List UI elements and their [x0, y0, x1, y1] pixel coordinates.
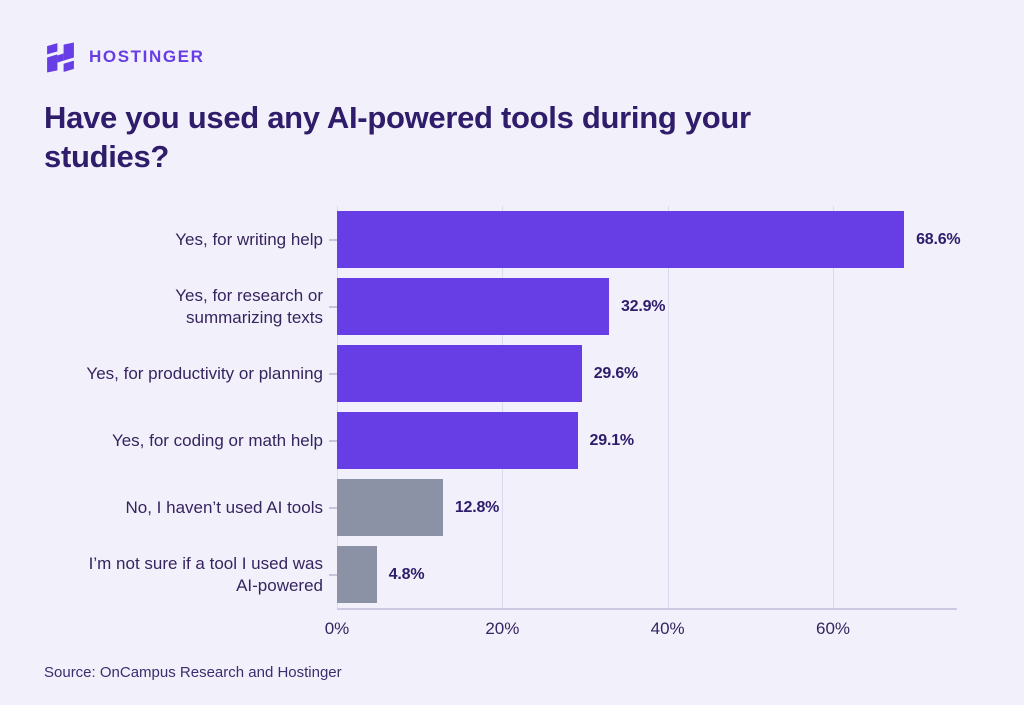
bar-row: Yes, for writing help 68.6% — [44, 206, 961, 273]
x-tick-label: 0% — [324, 619, 350, 639]
x-tick-label: 20% — [485, 619, 520, 639]
infographic-root: HOSTINGER Have you used any AI-powered t… — [44, 40, 1024, 682]
category-label: Yes, for research or summarizing texts — [175, 286, 323, 327]
bar-row: Yes, for productivity or planning 29.6% — [44, 340, 957, 407]
bar-row: Yes, for coding or math help 29.1% — [44, 407, 957, 474]
category-label-cell: Yes, for coding or math help — [44, 407, 337, 474]
category-label-cell: Yes, for writing help — [44, 206, 337, 273]
category-tick — [329, 506, 337, 509]
chart-title: Have you used any AI-powered tools durin… — [44, 100, 751, 175]
category-label-cell: Yes, for productivity or planning — [44, 340, 337, 407]
x-tick-label: 40% — [650, 619, 685, 639]
hostinger-logo-icon — [47, 42, 74, 72]
value-label: 12.8% — [454, 498, 500, 516]
category-tick — [329, 573, 337, 576]
bar — [337, 345, 582, 403]
bar-rows: Yes, for writing help 68.6% Yes, for resea… — [44, 206, 961, 608]
bar — [337, 278, 609, 336]
value-label: 68.6% — [916, 230, 961, 248]
bar-cell: 29.1% — [337, 407, 957, 474]
bar-row: I’m not sure if a tool I used was AI-pow… — [44, 541, 957, 608]
bar — [337, 412, 578, 470]
category-label-cell: I’m not sure if a tool I used was AI-pow… — [44, 541, 337, 608]
bar — [337, 211, 905, 269]
x-axis: 0% 20% 40% 60% — [325, 608, 957, 644]
category-label-cell: No, I haven’t used AI tools — [44, 474, 337, 541]
category-label: I’m not sure if a tool I used was AI-pow… — [88, 554, 323, 595]
value-label: 29.1% — [589, 431, 635, 449]
category-label: Yes, for writing help — [175, 229, 323, 249]
category-tick — [329, 238, 337, 241]
bar-cell: 68.6% — [337, 206, 961, 273]
bar-chart: Yes, for writing help 68.6% Yes, for resea… — [44, 206, 961, 644]
category-tick — [329, 372, 337, 375]
source-note: Source: OnCampus Research and Hostinger — [44, 664, 342, 682]
hostinger-logo-text: HOSTINGER — [89, 47, 205, 66]
bar-cell: 4.8% — [337, 541, 957, 608]
bar — [337, 479, 443, 537]
bar-cell: 12.8% — [337, 474, 957, 541]
value-label: 32.9% — [620, 297, 666, 315]
bar-cell: 32.9% — [337, 273, 957, 340]
bar-row: Yes, for research or summarizing texts 32… — [44, 273, 957, 340]
value-label: 29.6% — [593, 364, 639, 382]
category-tick — [329, 439, 337, 442]
x-tick-label: 60% — [815, 619, 851, 639]
category-label: Yes, for productivity or planning — [86, 363, 323, 383]
category-tick — [329, 305, 337, 308]
bar-row: No, I haven’t used AI tools 12.8% — [44, 474, 957, 541]
category-label: No, I haven’t used AI tools — [125, 497, 323, 517]
bar-cell: 29.6% — [337, 340, 957, 407]
hostinger-logo: HOSTINGER — [44, 40, 1024, 74]
category-label: Yes, for coding or math help — [111, 430, 323, 450]
category-label-cell: Yes, for research or summarizing texts — [44, 273, 337, 340]
bar — [337, 546, 377, 604]
value-label: 4.8% — [388, 565, 425, 583]
